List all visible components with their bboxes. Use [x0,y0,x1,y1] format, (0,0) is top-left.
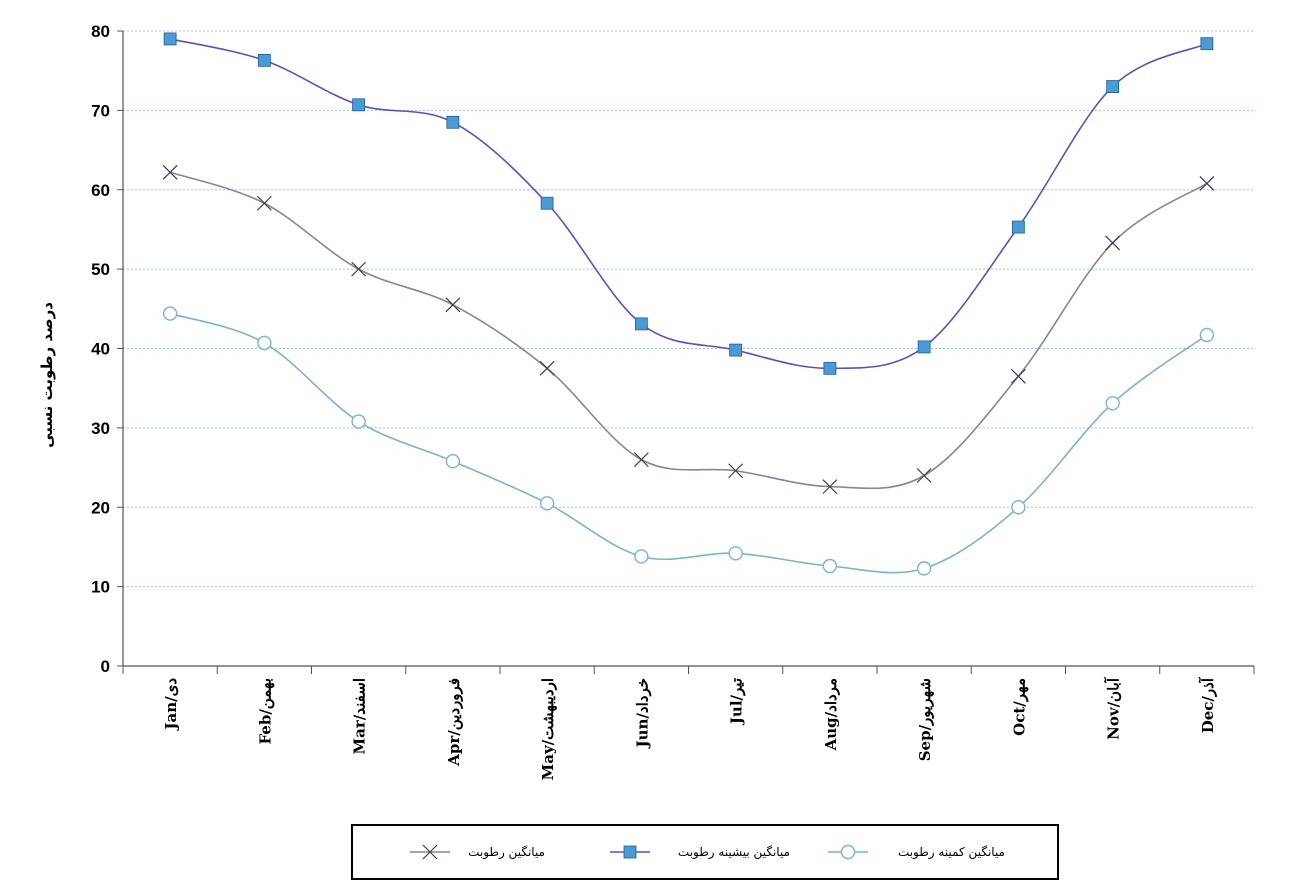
x-marker-stroke [1010,368,1026,384]
data-point [634,317,648,331]
data-point [1199,175,1215,191]
data-point [256,195,272,211]
data-series [162,32,1215,576]
series-1 [163,32,1214,375]
data-point [539,496,555,511]
x-tick-label: Jan/دی [162,678,180,732]
x-tick-label: Jul/تیر [728,678,746,726]
data-point [823,361,837,375]
x-tick-label: Mar/اسفند [351,678,369,754]
data-point [163,32,177,46]
data-point [822,558,838,574]
x-tick-labels: Jan/دی Feb/بهمن Mar/اسفند Apr/فروردین May/ار… [162,676,1217,780]
x-marker-stroke [1105,235,1121,251]
data-point [1199,327,1215,343]
x-tick-label: Oct/مهر [1010,678,1028,736]
data-point [351,261,367,277]
data-point [633,452,649,468]
data-point [916,561,932,576]
legend-item: میانگین کمینه رطوبت [828,844,1005,860]
gridlines [123,30,1254,588]
x-marker-stroke [728,463,744,479]
y-tick-label: 60 [91,181,110,200]
x-marker-stroke [351,261,367,277]
x-tick-label: Dec/آذر [1198,676,1217,733]
legend-frame [351,824,1059,880]
x-tick-label: Sep/شهریور [916,678,934,761]
x-marker-stroke [633,452,649,468]
x-marker-stroke [822,479,838,495]
data-point [1011,220,1025,234]
data-point [422,844,438,860]
y-tick-labels: 0 10 20 30 40 50 60 70 80 [91,22,110,676]
data-point [352,98,366,112]
data-point [445,454,461,469]
data-point [729,343,743,357]
legend-label: میانگین کمینه رطوبت [898,845,1005,860]
data-point [162,306,178,321]
y-tick-label: 40 [91,340,110,359]
y-tick-label: 10 [91,578,110,597]
data-point [822,479,838,495]
data-point [540,196,554,210]
x-marker-stroke [539,360,555,376]
x-marker-stroke [422,844,438,860]
y-tick-label: 70 [91,101,110,120]
x-marker-stroke [162,164,178,180]
data-point [1010,368,1026,384]
data-point [351,414,366,429]
y-tick-label: 50 [91,260,110,279]
series-line [169,38,1208,370]
data-point [917,340,931,354]
y-axis-title: درصد رطوبت نسبی [38,302,56,448]
data-point [446,115,460,129]
legend-label: میانگین بیشینه رطوبت [678,845,790,860]
x-tick-label: Feb/بهمن [256,678,274,745]
legend-item: میانگین رطوبت [410,844,545,860]
series-2 [162,306,1215,576]
axes [117,30,1255,674]
data-point [1105,396,1120,411]
data-point [257,335,272,351]
data-point [1200,37,1214,51]
y-tick-label: 80 [91,22,110,41]
x-marker-stroke [256,195,272,211]
data-point [728,546,743,561]
data-point [1011,500,1026,515]
data-point [840,844,856,860]
series-line [169,312,1208,574]
data-point [728,463,744,479]
data-point [257,53,271,67]
data-point [1106,80,1120,93]
data-point [634,549,649,564]
y-tick-label: 30 [91,419,110,438]
x-tick-label: Apr/فروردین [445,678,463,767]
legend-label: میانگین رطوبت [468,845,545,860]
data-point [162,164,178,180]
x-marker-stroke [1199,175,1215,191]
legend: میانگین رطوبت میانگین بیشینه رطوبت میانگین… [351,824,1059,880]
legend-item: میانگین بیشینه رطوبت [610,845,790,860]
data-point [916,468,932,483]
x-marker-stroke [916,468,932,483]
x-tick-label: May/اردیبهشت [539,678,557,780]
x-marker-stroke [445,297,461,313]
series-0 [162,164,1215,495]
x-tick-label: Jun/خرداد [633,678,651,749]
data-point [623,845,637,859]
data-point [1105,235,1121,251]
series-line [169,171,1208,490]
y-tick-label: 20 [91,498,110,517]
y-tick-label: 0 [101,657,110,676]
data-point [445,297,461,313]
x-tick-label: Aug/مرداد [822,678,840,751]
x-tick-label: Nov/آبان [1104,676,1123,740]
data-point [539,360,555,376]
